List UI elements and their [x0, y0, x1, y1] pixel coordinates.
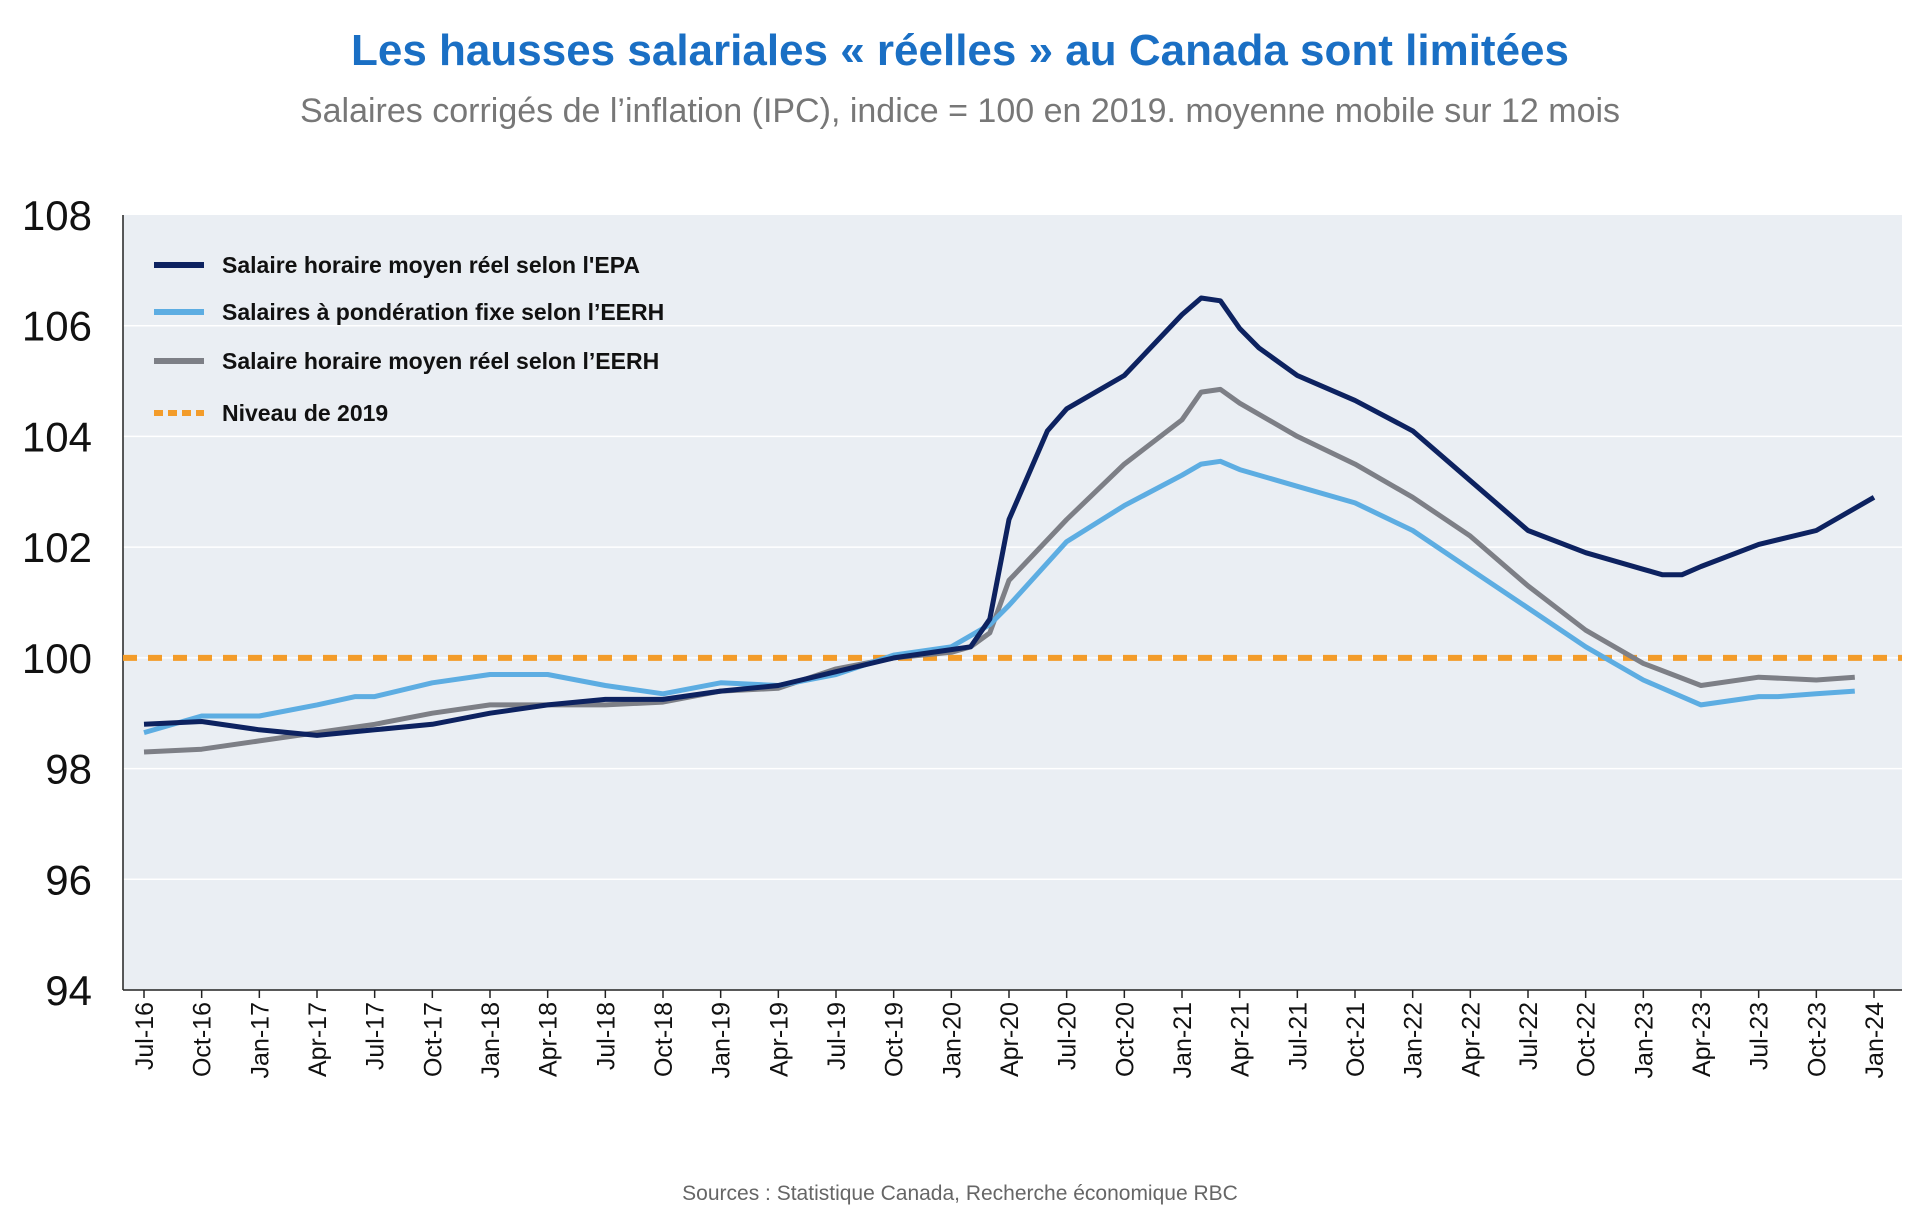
x-tick-label: Oct-16 — [189, 1002, 217, 1077]
series-line — [143, 386, 1855, 755]
x-tick-label: Jul-16 — [131, 1002, 159, 1070]
y-tick-label: 96 — [45, 856, 92, 903]
x-tick-label: Jan-22 — [1400, 1002, 1428, 1078]
x-tick-label: Jul-21 — [1284, 1002, 1312, 1070]
x-tick-label: Oct-19 — [881, 1002, 909, 1077]
x-tick-label: Apr-22 — [1457, 1002, 1485, 1077]
x-tick-label: Jul-23 — [1746, 1002, 1774, 1070]
source-note: Sources : Statistique Canada, Recherche … — [682, 1182, 1238, 1205]
x-tick-label: Apr-23 — [1688, 1002, 1716, 1077]
x-tick-label: Oct-23 — [1803, 1002, 1831, 1077]
x-tick-label: Jan-21 — [1169, 1002, 1197, 1078]
chart-title: Les hausses salariales « réelles » au Ca… — [351, 26, 1569, 75]
x-tick-label: Jan-24 — [1861, 1002, 1889, 1079]
y-tick-label: 102 — [22, 524, 92, 571]
y-tick-label: 100 — [22, 635, 92, 682]
x-tick-label: Jul-20 — [1054, 1002, 1082, 1070]
y-tick-label: 94 — [45, 967, 92, 1014]
x-tick-label: Jan-23 — [1630, 1002, 1658, 1078]
y-tick-label: 104 — [22, 413, 92, 460]
x-tick-label: Jan-19 — [708, 1002, 736, 1078]
x-tick-label: Jan-20 — [938, 1002, 966, 1078]
x-tick-label: Jul-18 — [592, 1002, 620, 1070]
x-tick-label: Oct-22 — [1573, 1002, 1601, 1077]
legend-label: Salaires à pondération fixe selon l’EERH — [222, 299, 664, 325]
x-tick-label: Apr-20 — [996, 1002, 1024, 1077]
x-tick-label: Apr-19 — [765, 1002, 793, 1077]
y-tick-label: 98 — [45, 746, 92, 793]
legend-label: Salaire horaire moyen réel selon l'EPA — [222, 252, 640, 278]
legend-label: Niveau de 2019 — [222, 400, 388, 426]
x-tick-label: Oct-20 — [1111, 1002, 1139, 1077]
legend-label: Salaire horaire moyen réel selon l’EERH — [222, 348, 659, 374]
chart-subtitle: Salaires corrigés de l’inflation (IPC), … — [299, 92, 1621, 130]
x-tick-label: Jan-18 — [477, 1002, 505, 1078]
x-tick-label: Oct-17 — [419, 1002, 447, 1077]
series-line — [143, 295, 1876, 738]
x-tick-label: Jan-17 — [246, 1002, 274, 1078]
x-tick-label: Oct-21 — [1342, 1002, 1370, 1077]
series-line — [143, 458, 1855, 736]
x-tick-label: Jul-17 — [362, 1002, 390, 1070]
x-tick-label: Oct-18 — [650, 1002, 678, 1077]
y-tick-label: 106 — [22, 303, 92, 350]
x-tick-label: Apr-18 — [535, 1002, 563, 1077]
x-tick-label: Apr-21 — [1227, 1002, 1255, 1077]
x-tick-label: Apr-17 — [304, 1002, 332, 1077]
x-tick-label: Jul-19 — [823, 1002, 851, 1070]
y-tick-label: 108 — [22, 192, 92, 239]
x-tick-label: Jul-22 — [1515, 1002, 1543, 1070]
